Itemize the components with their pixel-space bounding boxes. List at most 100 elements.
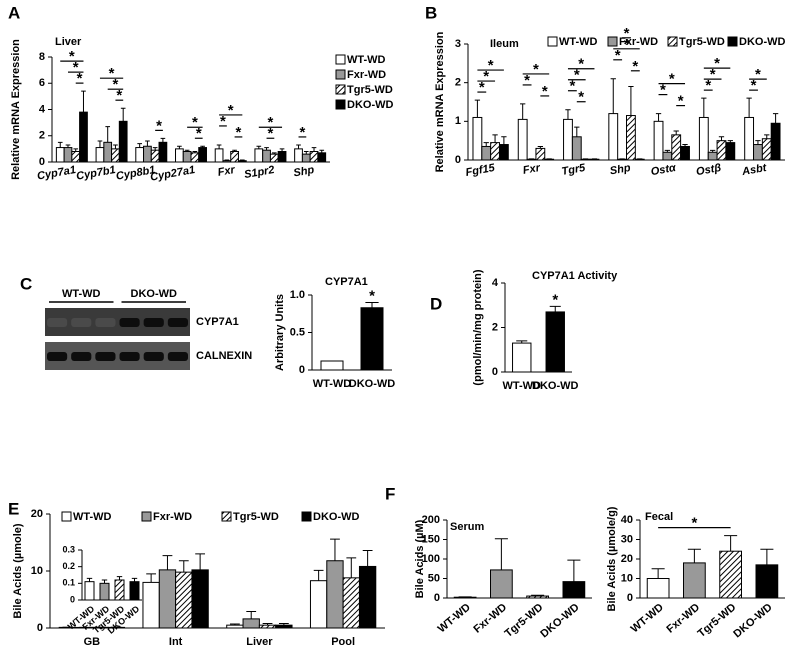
significance-star: * bbox=[678, 93, 684, 110]
significance-star: * bbox=[574, 67, 580, 84]
chart-title: Fecal bbox=[645, 511, 673, 523]
bar bbox=[662, 151, 673, 161]
x-tick-label: S1pr2 bbox=[243, 164, 275, 181]
error-bar bbox=[116, 576, 123, 580]
significance-star: * bbox=[369, 287, 375, 304]
group-label: WT-WD bbox=[62, 288, 101, 300]
y-tick-label: 0 bbox=[37, 622, 43, 634]
error-bar bbox=[549, 305, 561, 312]
significance-star: * bbox=[552, 291, 558, 308]
panel-letter: E bbox=[8, 499, 19, 518]
error-bar bbox=[565, 109, 571, 120]
chart-title: Serum bbox=[450, 521, 484, 533]
bar bbox=[175, 571, 193, 629]
x-tick-label: Tgr5-WD bbox=[696, 601, 739, 640]
bar bbox=[294, 148, 303, 163]
significance-star: * bbox=[710, 66, 716, 83]
error-bar bbox=[264, 147, 269, 151]
blot-band bbox=[47, 352, 68, 361]
panel-letter: F bbox=[385, 484, 395, 503]
x-tick-label: DKO-WD bbox=[349, 378, 395, 390]
bar bbox=[277, 151, 287, 163]
error-bar bbox=[256, 145, 262, 149]
error-bar bbox=[146, 573, 157, 583]
significance-star: * bbox=[751, 77, 757, 94]
x-tick-label: Ostβ bbox=[695, 162, 722, 178]
error-bar bbox=[229, 623, 240, 626]
error-bar bbox=[330, 538, 340, 561]
significance-star: * bbox=[624, 25, 630, 42]
significance-star: * bbox=[192, 114, 198, 131]
chart-title: Ileum bbox=[490, 38, 519, 50]
band-label: CALNEXIN bbox=[196, 350, 252, 362]
y-axis-label: Bile Acids (µM) bbox=[414, 519, 426, 598]
error-bar bbox=[177, 145, 182, 149]
bar bbox=[753, 144, 763, 161]
bar bbox=[671, 134, 682, 161]
error-bar bbox=[278, 622, 289, 626]
bar bbox=[71, 151, 81, 163]
error-bar bbox=[271, 152, 277, 155]
y-tick-label: 1.0 bbox=[290, 289, 305, 301]
error-bar bbox=[113, 144, 118, 149]
error-bar bbox=[651, 568, 665, 579]
legend-label: Tgr5-WD bbox=[679, 36, 725, 48]
bar bbox=[190, 152, 200, 163]
error-bar bbox=[772, 113, 779, 124]
significance-star: * bbox=[156, 117, 162, 134]
blot-band bbox=[71, 318, 92, 327]
error-bar bbox=[120, 107, 126, 122]
y-tick-label: 1 bbox=[455, 115, 461, 127]
error-bar bbox=[567, 559, 581, 582]
significance-star: * bbox=[632, 58, 638, 75]
error-bar bbox=[313, 569, 324, 581]
error-bar bbox=[195, 553, 206, 570]
bar bbox=[490, 142, 500, 161]
bar bbox=[63, 147, 73, 163]
error-bar bbox=[682, 144, 688, 147]
error-bar bbox=[494, 538, 508, 570]
significance-star: * bbox=[73, 59, 79, 76]
bar bbox=[320, 360, 344, 371]
blot-band bbox=[143, 352, 164, 361]
x-tick-label: WT-WD bbox=[436, 601, 473, 635]
error-bar bbox=[162, 555, 173, 570]
error-bar bbox=[262, 622, 273, 626]
bar bbox=[358, 565, 377, 629]
error-bar bbox=[97, 140, 103, 148]
y-tick-label: 30 bbox=[621, 533, 633, 545]
y-tick-label: 0.1 bbox=[62, 578, 75, 588]
bar bbox=[262, 149, 271, 163]
chart-title: Liver bbox=[55, 36, 82, 48]
significance-star: * bbox=[533, 61, 539, 78]
error-bar bbox=[520, 103, 526, 120]
significance-star: * bbox=[220, 113, 226, 130]
chart-title: CYP7A1 Activity bbox=[532, 270, 618, 282]
bar bbox=[719, 550, 742, 599]
bar bbox=[571, 136, 582, 161]
bar bbox=[512, 342, 532, 373]
error-bar bbox=[574, 126, 580, 137]
significance-star: * bbox=[116, 87, 122, 104]
bar bbox=[191, 569, 209, 629]
error-bar bbox=[764, 134, 770, 139]
error-bar bbox=[710, 149, 716, 153]
error-bar bbox=[246, 610, 257, 619]
bar bbox=[608, 113, 619, 161]
x-tick-label: WT-WD bbox=[313, 378, 352, 390]
error-bar bbox=[192, 151, 198, 153]
bar bbox=[498, 144, 509, 161]
error-bar bbox=[224, 159, 230, 161]
bar bbox=[481, 145, 492, 161]
x-tick-label: Tgr5 bbox=[561, 162, 587, 178]
band-label: CYP7A1 bbox=[196, 316, 239, 328]
error-bar bbox=[216, 144, 222, 149]
error-bar bbox=[492, 134, 498, 143]
panel-letter: D bbox=[430, 294, 442, 313]
error-bar bbox=[537, 145, 543, 149]
legend-swatch bbox=[301, 511, 312, 522]
bar bbox=[182, 151, 192, 163]
significance-star: * bbox=[196, 125, 202, 142]
significance-star: * bbox=[615, 47, 621, 64]
bar bbox=[545, 311, 565, 373]
